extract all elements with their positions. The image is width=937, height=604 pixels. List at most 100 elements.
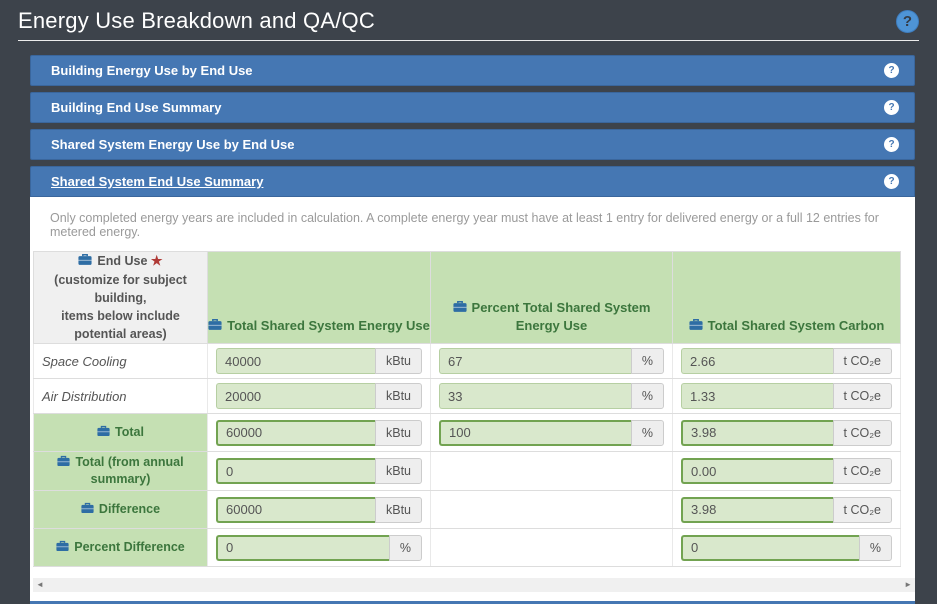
difference-energy-input[interactable]: 60000 [216,496,375,523]
space-cooling-energy-input-group: 40000 kBtu [216,348,422,375]
total-energy-input[interactable]: 60000 [216,419,375,446]
percent-total-energy-column-header: Percent Total Shared System Energy Use [430,250,673,345]
unit-addon: % [388,534,422,561]
end-use-header-subtext: (customize for subject building, [54,272,187,305]
accordion-shared-system-end-use-summary[interactable]: Shared System End Use Summary ? [30,166,915,197]
air-distribution-carbon-input-group: 1.33 t CO₂e [681,383,892,410]
annual-total-energy-input-group: 0 kBtu [216,458,422,485]
unit-addon: t CO₂e [832,458,892,485]
air-distribution-percent-input[interactable]: 33 [439,383,631,410]
space-cooling-percent-input[interactable]: 67 [439,348,631,375]
unit-addon: t CO₂e [832,383,892,410]
annual-total-carbon-input-group: 0.00 t CO₂e [681,458,892,485]
unit-addon: % [630,383,664,410]
end-use-column-header: End Use ★ (customize for subject buildin… [33,250,208,345]
end-use-header-subtext: items below include potential areas) [61,309,180,342]
help-icon[interactable]: ? [884,63,899,78]
table-row-total: Total 60000 kBtu 100 % 3.98 t CO₂e [33,413,901,453]
accordion-label: Shared System End Use Summary [51,174,264,189]
accordion-building-energy-use-by-end-use[interactable]: Building Energy Use by End Use ? [30,55,915,86]
row-label-percent-difference: Percent Difference [33,528,208,568]
end-use-header-label: End Use [97,254,148,268]
row-label-text: Total [115,425,144,440]
difference-energy-input-group: 60000 kBtu [216,496,422,523]
unit-addon: t CO₂e [832,348,892,375]
total-percent-input-group: 100 % [439,419,664,446]
page-header: Energy Use Breakdown and QA/QC ? [0,0,937,40]
total-percent-input[interactable]: 100 [439,419,631,446]
shared-system-summary-table: End Use ★ (customize for subject buildin… [33,250,901,568]
scroll-left-icon[interactable]: ◄ [36,580,44,590]
empty-cell [430,528,673,568]
empty-cell [430,451,673,492]
total-carbon-column-header: Total Shared System Carbon [672,250,901,345]
briefcase-icon [80,503,94,514]
briefcase-icon [688,318,703,331]
table-row-total-from-annual-summary: Total (from annual summary) 0 kBtu 0.00 … [33,451,901,492]
table-row-air-distribution: Air Distribution 20000 kBtu 33 % 1.33 t … [33,378,901,415]
row-label-total-annual: Total (from annual summary) [33,451,208,492]
page-title: Energy Use Breakdown and QA/QC [18,8,375,33]
row-label-difference: Difference [33,490,208,530]
row-label-total: Total [33,413,208,453]
header-divider [18,40,919,41]
air-distribution-energy-input[interactable]: 20000 [216,383,375,410]
unit-addon: % [858,534,892,561]
accordion-label: Shared System Energy Use by End Use [51,137,295,152]
table-row-difference: Difference 60000 kBtu 3.98 t CO₂e [33,490,901,530]
scroll-right-icon[interactable]: ► [904,580,912,590]
unit-addon: t CO₂e [832,419,892,446]
space-cooling-percent-input-group: 67 % [439,348,664,375]
space-cooling-energy-input[interactable]: 40000 [216,348,375,375]
unit-addon: kBtu [374,419,422,446]
help-icon[interactable]: ? [884,137,899,152]
unit-addon: t CO₂e [832,496,892,523]
table-row-percent-difference: Percent Difference 0 % 0 % [33,528,901,568]
briefcase-icon [208,318,223,331]
unit-addon: % [630,419,664,446]
accordion-label: Building End Use Summary [51,100,222,115]
help-icon[interactable]: ? [884,174,899,189]
briefcase-icon [78,254,93,266]
row-label-text: Total (from annual summary) [75,455,184,487]
percent-difference-energy-input-group: 0 % [216,534,422,561]
accordion-building-end-use-summary[interactable]: Building End Use Summary ? [30,92,915,123]
briefcase-icon [452,301,467,313]
help-icon[interactable]: ? [896,9,919,33]
accordion-shared-system-energy-use-by-end-use[interactable]: Shared System Energy Use by End Use ? [30,129,915,160]
briefcase-icon [97,426,111,438]
column-header-label: Total Shared System Energy Use [227,317,430,333]
table-row-space-cooling: Space Cooling 40000 kBtu 67 % 2.66 t CO₂… [33,343,901,380]
difference-carbon-input[interactable]: 3.98 [681,496,833,523]
help-icon[interactable]: ? [884,100,899,115]
empty-cell [430,490,673,530]
row-label: Air Distribution [33,378,208,415]
column-header-label: Percent Total Shared System Energy Use [471,300,651,333]
total-carbon-input-group: 3.98 t CO₂e [681,419,892,446]
air-distribution-energy-input-group: 20000 kBtu [216,383,422,410]
calculation-note: Only completed energy years are included… [50,211,879,239]
space-cooling-carbon-input-group: 2.66 t CO₂e [681,348,892,375]
annual-total-energy-input[interactable]: 0 [216,458,375,485]
briefcase-icon [56,541,70,552]
column-header-label: Total Shared System Carbon [707,317,885,333]
air-distribution-carbon-input[interactable]: 1.33 [681,383,833,410]
required-star-icon: ★ [150,253,163,268]
row-label: Space Cooling [33,343,208,380]
difference-carbon-input-group: 3.98 t CO₂e [681,496,892,523]
unit-addon: % [630,348,664,375]
space-cooling-carbon-input[interactable]: 2.66 [681,348,833,375]
row-label-text: Difference [98,502,161,517]
total-energy-column-header: Total Shared System Energy Use [207,250,431,345]
horizontal-scrollbar[interactable]: ◄ ► [33,578,915,593]
accordion-label: Building Energy Use by End Use [51,63,253,78]
total-energy-input-group: 60000 kBtu [216,419,422,446]
briefcase-icon [57,456,71,468]
shared-system-end-use-summary-panel: Only completed energy years are included… [30,197,915,604]
unit-addon: kBtu [374,496,422,523]
unit-addon: kBtu [374,348,422,375]
total-carbon-input[interactable]: 3.98 [681,419,833,446]
annual-total-carbon-input[interactable]: 0.00 [681,458,833,485]
unit-addon: kBtu [374,383,422,410]
air-distribution-percent-input-group: 33 % [439,383,664,410]
